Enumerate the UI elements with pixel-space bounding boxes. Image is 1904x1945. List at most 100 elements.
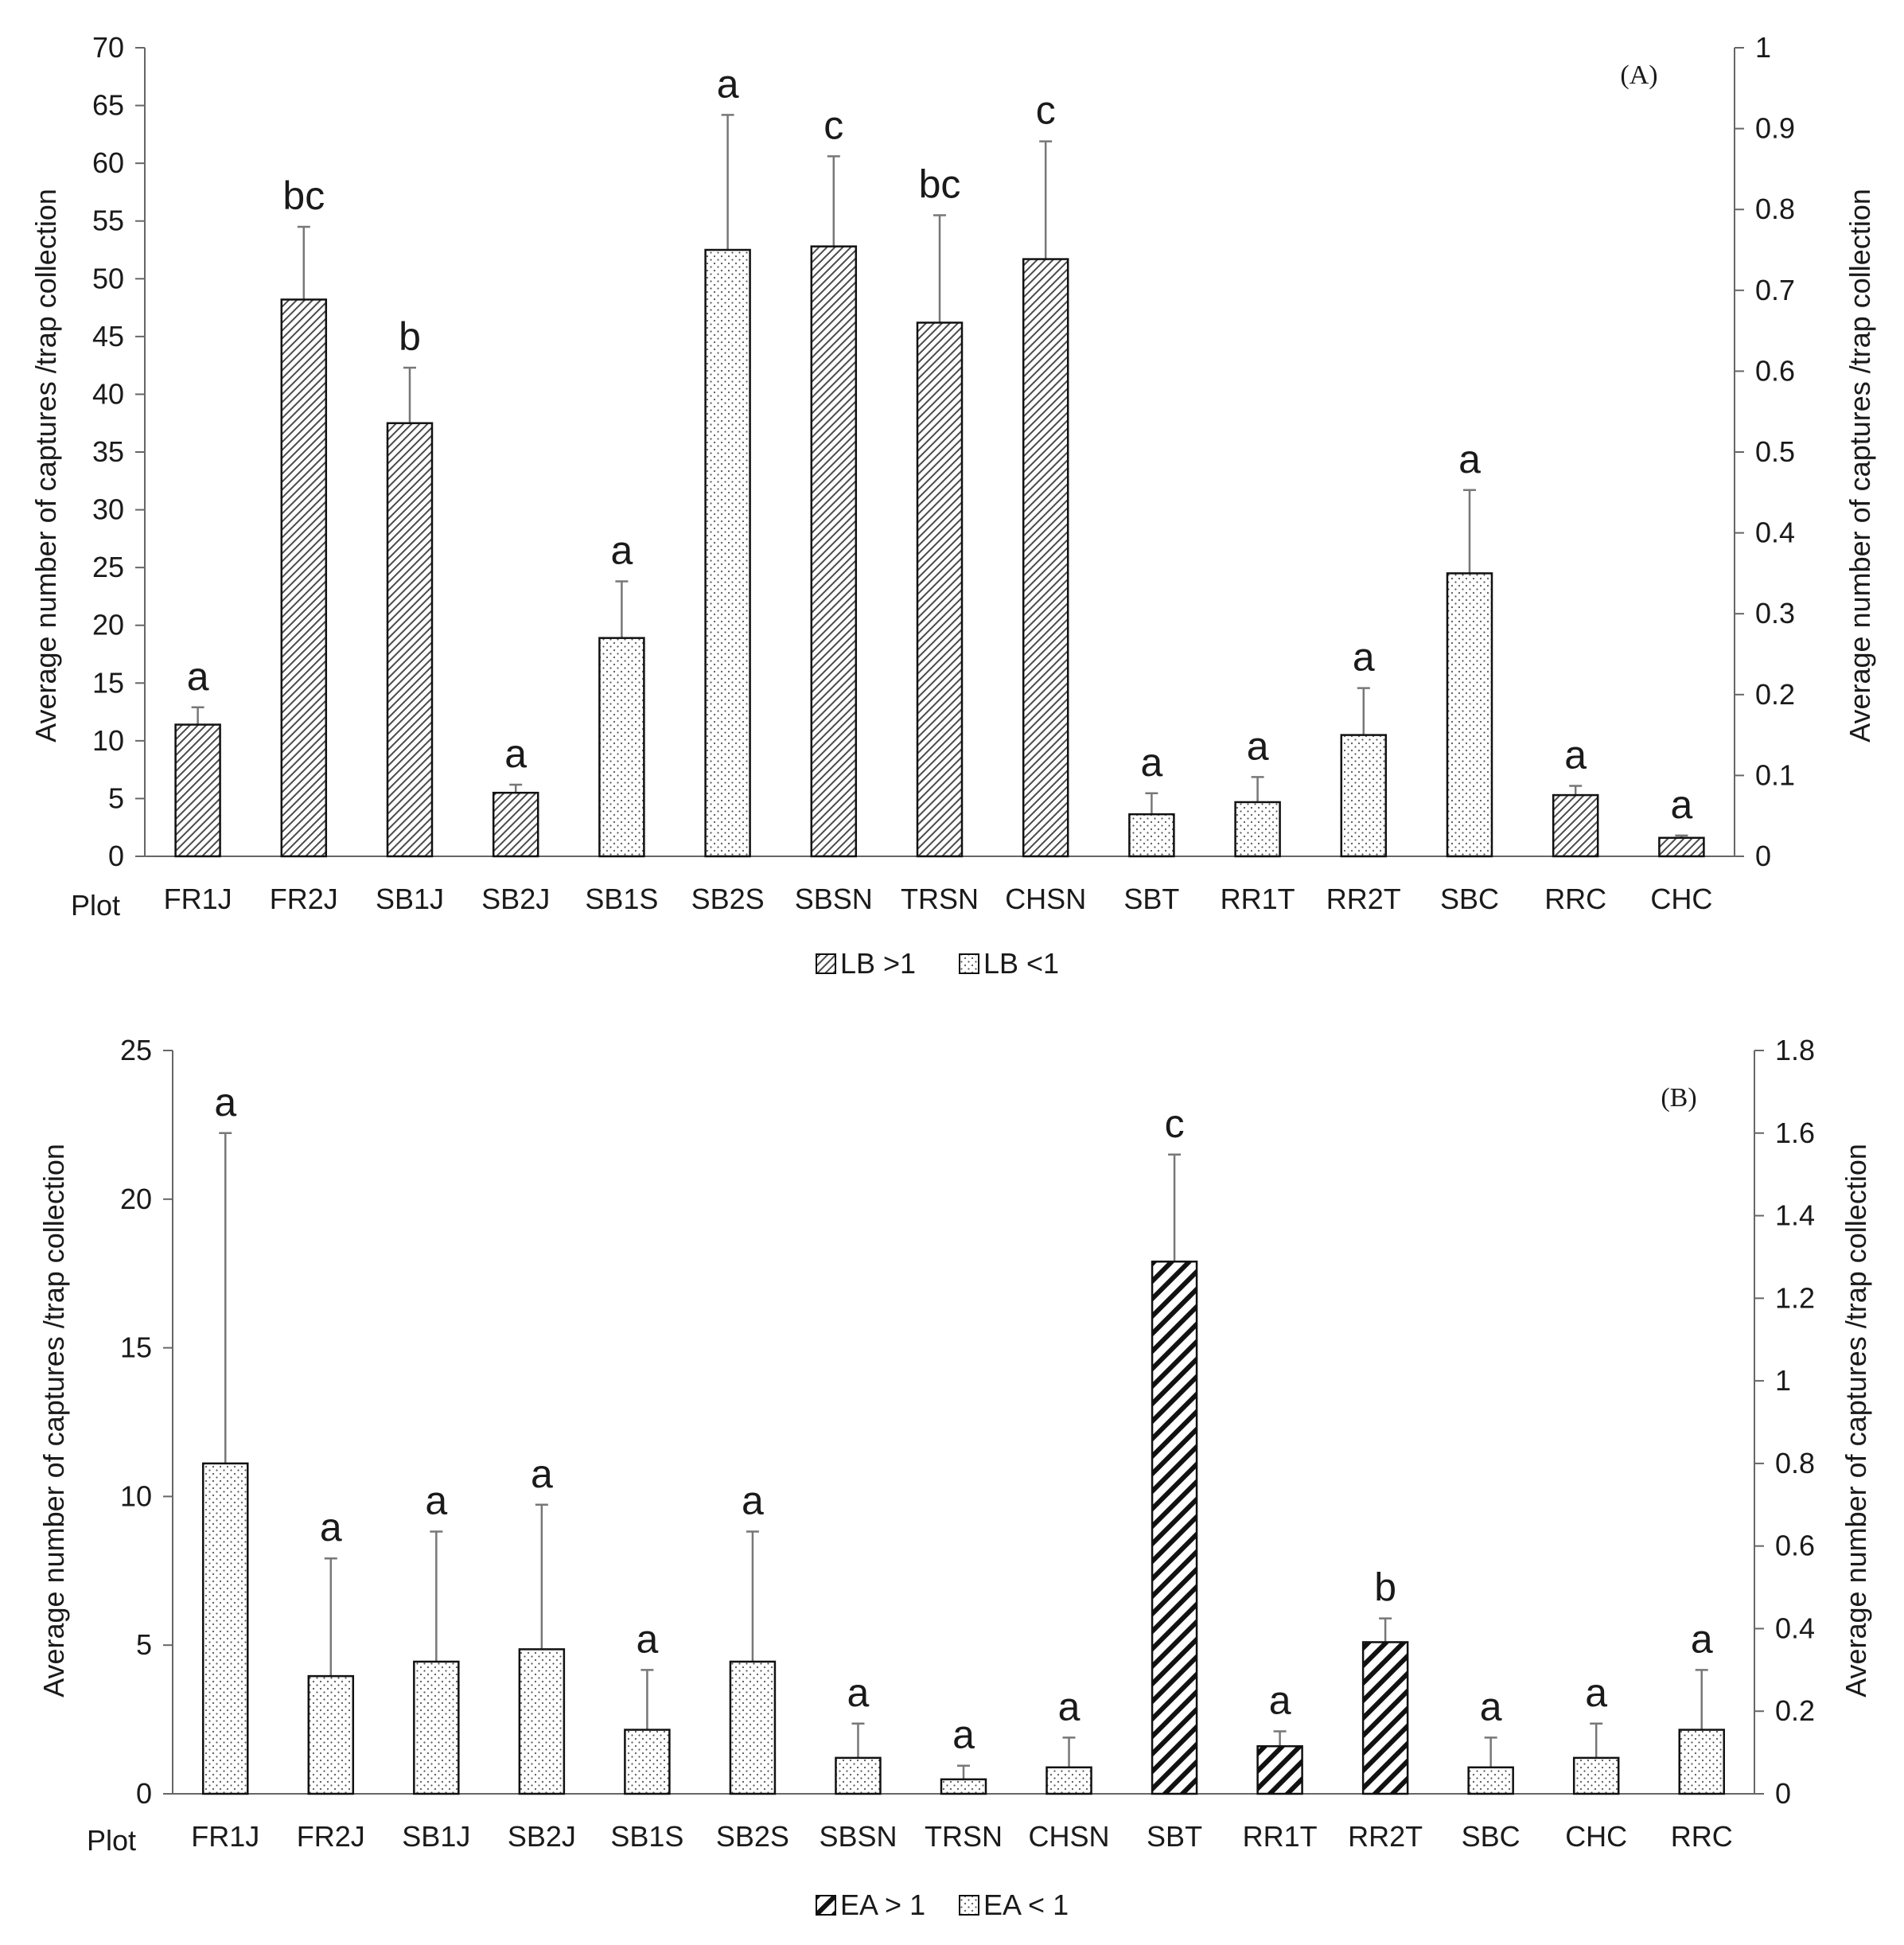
panel-a-bar-chc bbox=[1658, 836, 1705, 858]
panel-a-left-tick-label: 65 bbox=[92, 89, 124, 122]
panel-a-left-y-axis: 0 5 10 15 20 25 30 35 40 45 50 55 60 65 70 bbox=[92, 31, 146, 872]
panel-b-significance-letter: a bbox=[1585, 1670, 1607, 1715]
panel-a-x-axis: FR1J FR2J SB1J SB2J SB1S SB2S SBSN TRSN CHSN SBT R… bbox=[145, 856, 1735, 915]
panel-a-left-tick-label: 35 bbox=[92, 435, 124, 468]
panel-b-significance-letter: a bbox=[1480, 1684, 1502, 1729]
panel-b-legend: EA > 1 EA < 1 bbox=[816, 1888, 1069, 1921]
panel-b-right-y-title: Average number of captures /trap collect… bbox=[1840, 1144, 1872, 1697]
panel-b-right-tick-label: 0 bbox=[1775, 1777, 1791, 1810]
panel-b-chart: 0 5 10 15 20 25 0 0.2 0.4 0.6 0.8 1 1.2 1.4 1.6 1.8 FR… bbox=[37, 1034, 1872, 1921]
panel-a-category-label: RR1T bbox=[1221, 883, 1295, 915]
panel-a-significance-letter: a bbox=[1140, 740, 1162, 785]
panel-b-category-label: RR1T bbox=[1243, 1820, 1318, 1853]
panel-a-left-tick-label: 70 bbox=[92, 31, 124, 64]
panel-a-right-tick-label: 0.9 bbox=[1755, 112, 1795, 145]
panel-b-bar-sbc bbox=[1467, 1766, 1514, 1795]
panel-a-legend: LB >1 LB <1 bbox=[816, 947, 1059, 980]
panel-a-significance-letter: bc bbox=[919, 162, 961, 206]
panel-b-legend-label: EA < 1 bbox=[983, 1888, 1069, 1921]
panel-b-label: (B) bbox=[1661, 1083, 1696, 1113]
panel-a-bar-rr2t bbox=[1340, 734, 1388, 858]
panel-b-left-tick-label: 25 bbox=[120, 1034, 152, 1066]
panel-a-bar-sb2j bbox=[492, 791, 539, 858]
panel-a-bars: a bc b a a a c bc c a a a a a a bbox=[174, 61, 1705, 858]
panel-a-legend-swatch bbox=[959, 953, 979, 974]
panel-b-left-tick-label: 15 bbox=[120, 1331, 152, 1364]
panel-a-bar-sbsn bbox=[810, 245, 858, 858]
panel-b-significance-letter: a bbox=[636, 1616, 658, 1661]
panel-b-category-label: CHC bbox=[1565, 1820, 1627, 1853]
panel-a-label: (A) bbox=[1620, 60, 1657, 90]
panel-b-bar-sb1j bbox=[413, 1660, 460, 1795]
panel-b-x-axis: FR1J FR2J SB1J SB2J SB1S SB2S SBSN TRSN CHSN SBT R… bbox=[173, 1793, 1754, 1853]
panel-a-legend-swatch bbox=[816, 953, 836, 974]
panel-a-category-label: SB1J bbox=[376, 883, 444, 915]
panel-a-legend-label: LB <1 bbox=[983, 947, 1059, 980]
panel-a-right-tick-label: 0.2 bbox=[1755, 678, 1795, 711]
panel-a-category-label: CHSN bbox=[1005, 883, 1086, 915]
panel-b-right-tick-label: 0.4 bbox=[1775, 1612, 1815, 1644]
panel-b-bar-chsn bbox=[1045, 1766, 1092, 1795]
panel-a-right-tick-label: 0.3 bbox=[1755, 597, 1795, 629]
panel-b-category-label: SBT bbox=[1147, 1820, 1202, 1853]
panel-b-right-tick-label: 1.4 bbox=[1775, 1199, 1815, 1232]
panel-b-category-label: SB1J bbox=[402, 1820, 470, 1853]
panel-b-significance-letter: a bbox=[425, 1479, 447, 1523]
panel-b-category-label: RRC bbox=[1671, 1820, 1733, 1853]
panel-b-significance-letter: a bbox=[214, 1080, 236, 1125]
panel-a-left-tick-label: 5 bbox=[108, 782, 124, 814]
panel-a-left-tick-label: 30 bbox=[92, 493, 124, 526]
panel-b-right-y-axis: 0 0.2 0.4 0.6 0.8 1 1.2 1.4 1.6 1.8 bbox=[1754, 1034, 1815, 1810]
panel-a-right-y-axis: 0 0.1 0.2 0.3 0.4 0.5 0.6 0.7 0.8 0.9 1 bbox=[1734, 31, 1795, 872]
panel-a-right-tick-label: 0.6 bbox=[1755, 354, 1795, 387]
panel-b-right-tick-label: 1.8 bbox=[1775, 1034, 1815, 1066]
panel-b-right-tick-label: 0.6 bbox=[1775, 1530, 1815, 1562]
panel-a-x-title: Plot bbox=[71, 889, 120, 922]
panel-b-bar-rr1t bbox=[1256, 1744, 1303, 1795]
panel-b-bar-fr1j bbox=[202, 1462, 249, 1795]
panel-b-significance-letter: a bbox=[742, 1479, 764, 1523]
panel-a-bar-sb2s bbox=[704, 248, 751, 858]
panel-a-bar-chsn bbox=[1022, 258, 1069, 858]
panel-a-significance-letter: c bbox=[824, 103, 843, 147]
panel-b-left-tick-label: 0 bbox=[136, 1777, 152, 1810]
panel-a-legend-label: LB >1 bbox=[840, 947, 916, 980]
panel-a-significance-letter: a bbox=[1353, 635, 1375, 680]
panel-a-left-y-title: Average number of captures /trap collect… bbox=[29, 189, 62, 743]
panel-b-category-label: TRSN bbox=[925, 1820, 1003, 1853]
panel-b-legend-swatch bbox=[959, 1895, 979, 1916]
panel-b-bar-sb2j bbox=[518, 1648, 566, 1795]
panel-a-category-label: SB2S bbox=[691, 883, 765, 915]
panel-a-category-label: SBC bbox=[1440, 883, 1499, 915]
panel-b-left-tick-label: 20 bbox=[120, 1183, 152, 1215]
panel-b-significance-letter: a bbox=[531, 1452, 553, 1496]
panel-b-left-y-title: Average number of captures /trap collect… bbox=[37, 1144, 70, 1697]
panel-a-right-tick-label: 0 bbox=[1755, 840, 1771, 872]
panel-b-category-label: FR1J bbox=[191, 1820, 259, 1853]
panel-b-bar-sb1s bbox=[624, 1729, 671, 1795]
panel-a-bar-fr2j bbox=[280, 298, 328, 858]
panel-b-left-y-axis: 0 5 10 15 20 25 bbox=[120, 1034, 173, 1810]
panel-a-right-tick-label: 1 bbox=[1755, 31, 1771, 64]
panel-a-category-label: TRSN bbox=[901, 883, 979, 915]
panel-a-right-tick-label: 0.7 bbox=[1755, 274, 1795, 306]
panel-b-right-tick-label: 0.8 bbox=[1775, 1447, 1815, 1479]
panel-a-category-label: FR1J bbox=[164, 883, 232, 915]
panel-a-category-label: RRC bbox=[1544, 883, 1606, 915]
panel-a-category-label: SBT bbox=[1123, 883, 1179, 915]
panel-b-significance-letter: a bbox=[1058, 1684, 1080, 1729]
panel-a-significance-letter: a bbox=[717, 61, 739, 106]
panel-b-category-label: SBC bbox=[1462, 1820, 1520, 1853]
panel-b-category-label: CHSN bbox=[1029, 1820, 1110, 1853]
panel-b-left-tick-label: 5 bbox=[136, 1628, 152, 1661]
panel-a-bar-rrc bbox=[1552, 793, 1599, 858]
panel-a-left-tick-label: 50 bbox=[92, 262, 124, 294]
panel-a-significance-letter: a bbox=[1564, 732, 1587, 777]
panel-a-left-tick-label: 40 bbox=[92, 377, 124, 410]
panel-a-left-tick-label: 60 bbox=[92, 146, 124, 179]
panel-a-bar-trsn bbox=[916, 322, 964, 858]
panel-b-category-label: SB2J bbox=[508, 1820, 576, 1853]
panel-a-significance-letter: b bbox=[399, 314, 421, 359]
panel-a-right-tick-label: 0.8 bbox=[1755, 193, 1795, 225]
